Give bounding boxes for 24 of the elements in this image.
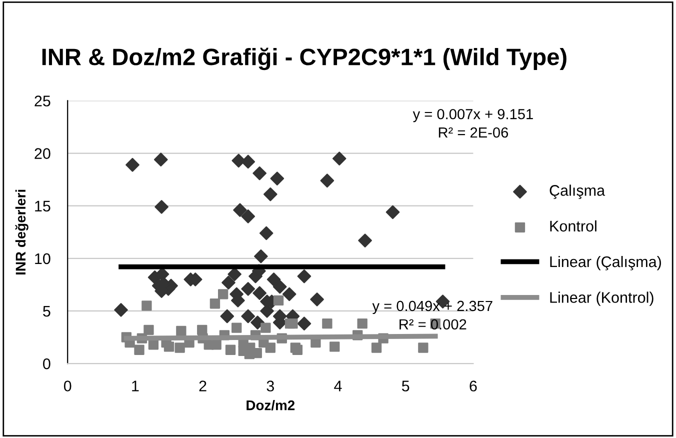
- annotation: R² = 2E-06: [438, 127, 508, 138]
- x-tick-label: 4: [334, 380, 342, 392]
- annotation: y = 0.049x + 2.357: [372, 300, 492, 314]
- legend-label: Linear (Çalışma): [550, 256, 661, 270]
- annotation: R² = 0.002: [400, 319, 466, 330]
- x-tick-label: 6: [470, 380, 477, 392]
- annotation: y = 0.007x + 9.151: [412, 108, 533, 122]
- y-axis-title: INR değerleri: [15, 190, 28, 274]
- y-tick-label: 10: [35, 253, 50, 264]
- x-tick-label: 2: [199, 380, 206, 392]
- y-tick-label: 15: [35, 200, 50, 212]
- x-tick-label: 3: [266, 380, 274, 392]
- legend-label: Linear (Kontrol): [550, 292, 654, 306]
- y-tick-label: 25: [34, 96, 50, 106]
- x-tick-label: 1: [132, 380, 139, 392]
- x-tick-label: 0: [64, 380, 72, 392]
- chart-title: INR & Doz/m2 Grafiği - CYP2C9*1*1 (Wild Type): [42, 48, 566, 70]
- x-tick-label: 5: [402, 380, 410, 392]
- y-tick-label: 20: [34, 148, 50, 159]
- x-axis-title: Doz/m2: [246, 400, 295, 410]
- legend-label: Çalışma: [550, 184, 606, 199]
- legend-label: Kontrol: [550, 220, 596, 232]
- y-tick-label: 0: [43, 358, 50, 370]
- y-tick-label: 5: [43, 306, 50, 317]
